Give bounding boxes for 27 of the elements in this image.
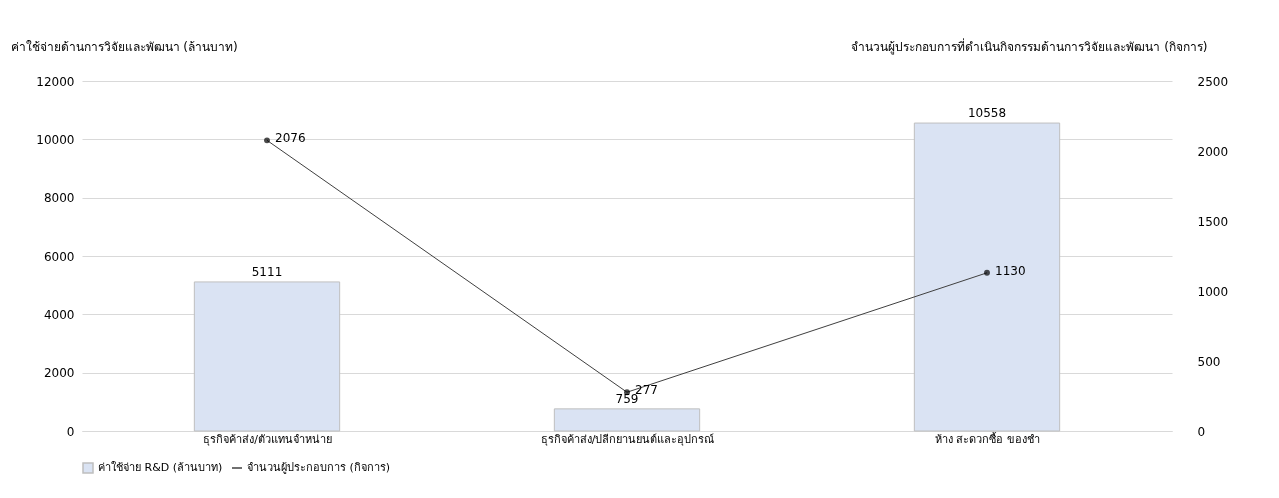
data-label: 1130 — [995, 263, 1026, 278]
y-tick-label: 8000 — [43, 191, 75, 206]
bar — [193, 281, 341, 432]
y-tick-label: 12000 — [36, 74, 75, 89]
y-tick-label: 0 — [66, 424, 75, 439]
y-axis-title: ค่าใช้จ่ายด้านการวิจัยและพัฒนา (ล้านบาท) — [10, 39, 238, 54]
y2-tick-label: 1500 — [1197, 214, 1229, 229]
x-tick-label: ธุรกิจค้าส่ง/ปลีกยานยนต์และอุปกรณ์ — [540, 432, 715, 446]
y2-tick-label: 2000 — [1197, 144, 1229, 159]
x-tick-label: ธุรกิจค้าส่ง/ตัวแทนจำหน่าย — [203, 432, 332, 446]
x-tick-label: ห้าง สะดวกซื้อ ของชำ — [935, 430, 1040, 446]
y-tick-label: 4000 — [43, 307, 75, 322]
y-tick-label: 2000 — [43, 366, 75, 381]
legend-label: จำนวนผู้ประกอบการ (กิจการ) — [247, 461, 391, 474]
data-label: 10558 — [967, 106, 1007, 121]
bar — [913, 122, 1061, 432]
y2-tick-label: 1000 — [1197, 284, 1229, 299]
data-label: 5111 — [251, 264, 283, 279]
data-label: 2076 — [275, 131, 306, 146]
y2-axis-title: จำนวนผู้ประกอบการที่ดำเนินกิจกรรมด้านการวิจัยและพัฒนา (กิจการ) — [851, 37, 1208, 55]
y-tick-label: 6000 — [43, 249, 75, 264]
y-tick-label: 10000 — [36, 132, 75, 147]
y2-tick-label: 0 — [1197, 424, 1206, 439]
y2-tick-label: 2500 — [1197, 74, 1229, 89]
y2-tick-label: 500 — [1197, 354, 1221, 369]
bar — [553, 408, 701, 432]
legend-label: ค่าใช้จ่าย R&D (ล้านบาท) — [98, 461, 223, 474]
